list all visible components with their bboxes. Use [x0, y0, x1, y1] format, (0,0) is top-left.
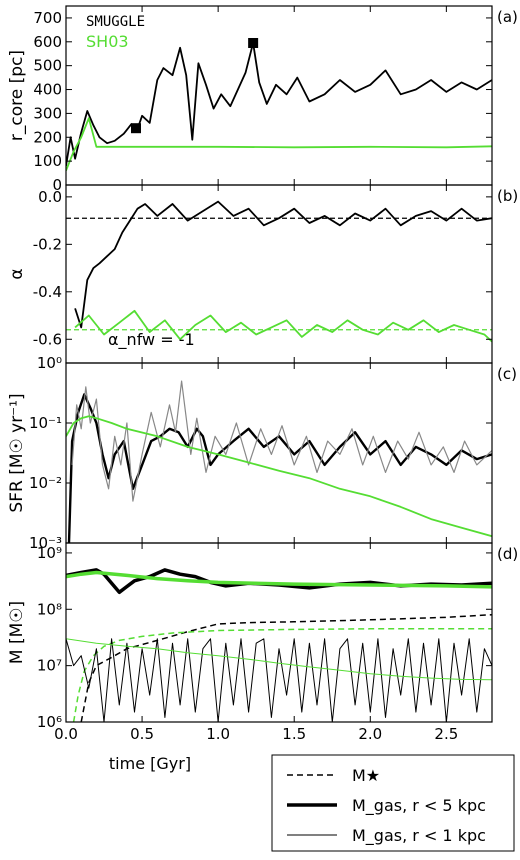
- y-tick-label: 0: [52, 176, 62, 194]
- x-tick-label: 0.5: [130, 725, 154, 743]
- x-axis-label: time [Gyr]: [109, 754, 191, 773]
- series-line: [72, 628, 492, 722]
- series-line: [66, 415, 492, 538]
- series-line: [66, 42, 492, 167]
- y-axis-label: α: [7, 268, 27, 279]
- y-tick-label: 0.0: [38, 188, 62, 206]
- y-tick-label: 500: [33, 57, 62, 75]
- legend-gas5-label: M_gas, r < 5 kpc: [352, 796, 486, 816]
- legend-mstar-label: M★: [352, 766, 380, 785]
- x-tick-label: 2.0: [358, 725, 382, 743]
- plot-frame: [65, 5, 493, 186]
- series-line: [66, 638, 492, 722]
- series-line: [66, 117, 492, 172]
- y-tick-label: -0.4: [33, 283, 62, 301]
- legend-box: M★ M_gas, r < 5 kpc M_gas, r < 1 kpc: [271, 754, 515, 852]
- alpha-nfw-annotation: α_nfw = -1: [108, 330, 195, 350]
- y-tick-label: -0.6: [33, 330, 62, 348]
- y-tick-label: 10⁻²: [29, 474, 62, 492]
- y-tick-label: 300: [33, 104, 62, 122]
- panel-label: (d): [497, 545, 518, 563]
- panel-label: (c): [497, 365, 517, 383]
- plot-area: [66, 568, 492, 722]
- series-line: [66, 570, 492, 589]
- y-tick-label: 10⁸: [37, 600, 62, 618]
- series-line: [74, 200, 492, 329]
- series-line: [67, 393, 492, 543]
- plot-area: [66, 37, 492, 172]
- series-line: [66, 568, 492, 595]
- x-tick-label: 1.5: [282, 725, 306, 743]
- y-tick-label: 700: [33, 9, 62, 27]
- series-line: [74, 309, 492, 343]
- panel-2: 0.0 -0.2 -0.4 -0.6 α (b) α_nfw = -1: [7, 184, 518, 364]
- panel-1: 0 100 200 300 400 500 600 700 r_core [pc] (a) SMUG…: [7, 5, 518, 194]
- x-tick-label: 0.0: [54, 725, 78, 743]
- y-tick-label: 10⁻¹: [29, 414, 62, 432]
- series-line: [71, 380, 492, 502]
- y-tick-label: -0.2: [33, 235, 62, 253]
- panels: 0 100 200 300 400 500 600 700 r_core [pc] (a) SMUG…: [7, 5, 518, 773]
- y-tick-label: 10⁷: [37, 657, 62, 675]
- y-tick-label: 100: [33, 152, 62, 170]
- x-tick-label: 2.5: [434, 725, 458, 743]
- y-tick-label: 10⁻³: [29, 534, 62, 552]
- panel-4: 10⁹ 10⁸ 10⁷ 10⁶ M [M☉] (d) 0.0 0.5 1.0 1.5 2.0 2.5 t…: [7, 542, 518, 773]
- plot-area: [66, 380, 492, 543]
- series-line: [66, 638, 492, 681]
- panel-3: 10⁰ 10⁻¹ 10⁻² 10⁻³ SFR [M☉ yr⁻¹] (c): [7, 354, 517, 552]
- y-tick-label: 10⁶: [37, 713, 62, 731]
- panel-label: (a): [497, 8, 518, 26]
- plot-area: [66, 200, 492, 343]
- y-tick-label: 200: [33, 128, 62, 146]
- y-tick-label: 10⁹: [37, 544, 62, 562]
- plot-frame: [65, 542, 493, 723]
- y-tick-label: 600: [33, 33, 62, 51]
- y-axis-label: SFR [M☉ yr⁻¹]: [7, 393, 27, 512]
- y-tick-label: 10⁰: [37, 354, 62, 372]
- y-tick-label: 400: [33, 81, 62, 99]
- legend-sh03-label: SH03: [86, 32, 129, 51]
- peak-marker: [130, 123, 141, 134]
- series-line: [80, 613, 492, 722]
- x-tick-label: 1.0: [206, 725, 230, 743]
- y-axis-label: M [M☉]: [7, 601, 27, 664]
- peak-marker: [248, 37, 259, 48]
- y-axis-label: r_core [pc]: [7, 50, 27, 141]
- panel-label: (b): [497, 187, 518, 205]
- legend-gas1-label: M_gas, r < 1 kpc: [352, 826, 486, 846]
- legend-smuggle-label: SMUGGLE: [86, 14, 145, 30]
